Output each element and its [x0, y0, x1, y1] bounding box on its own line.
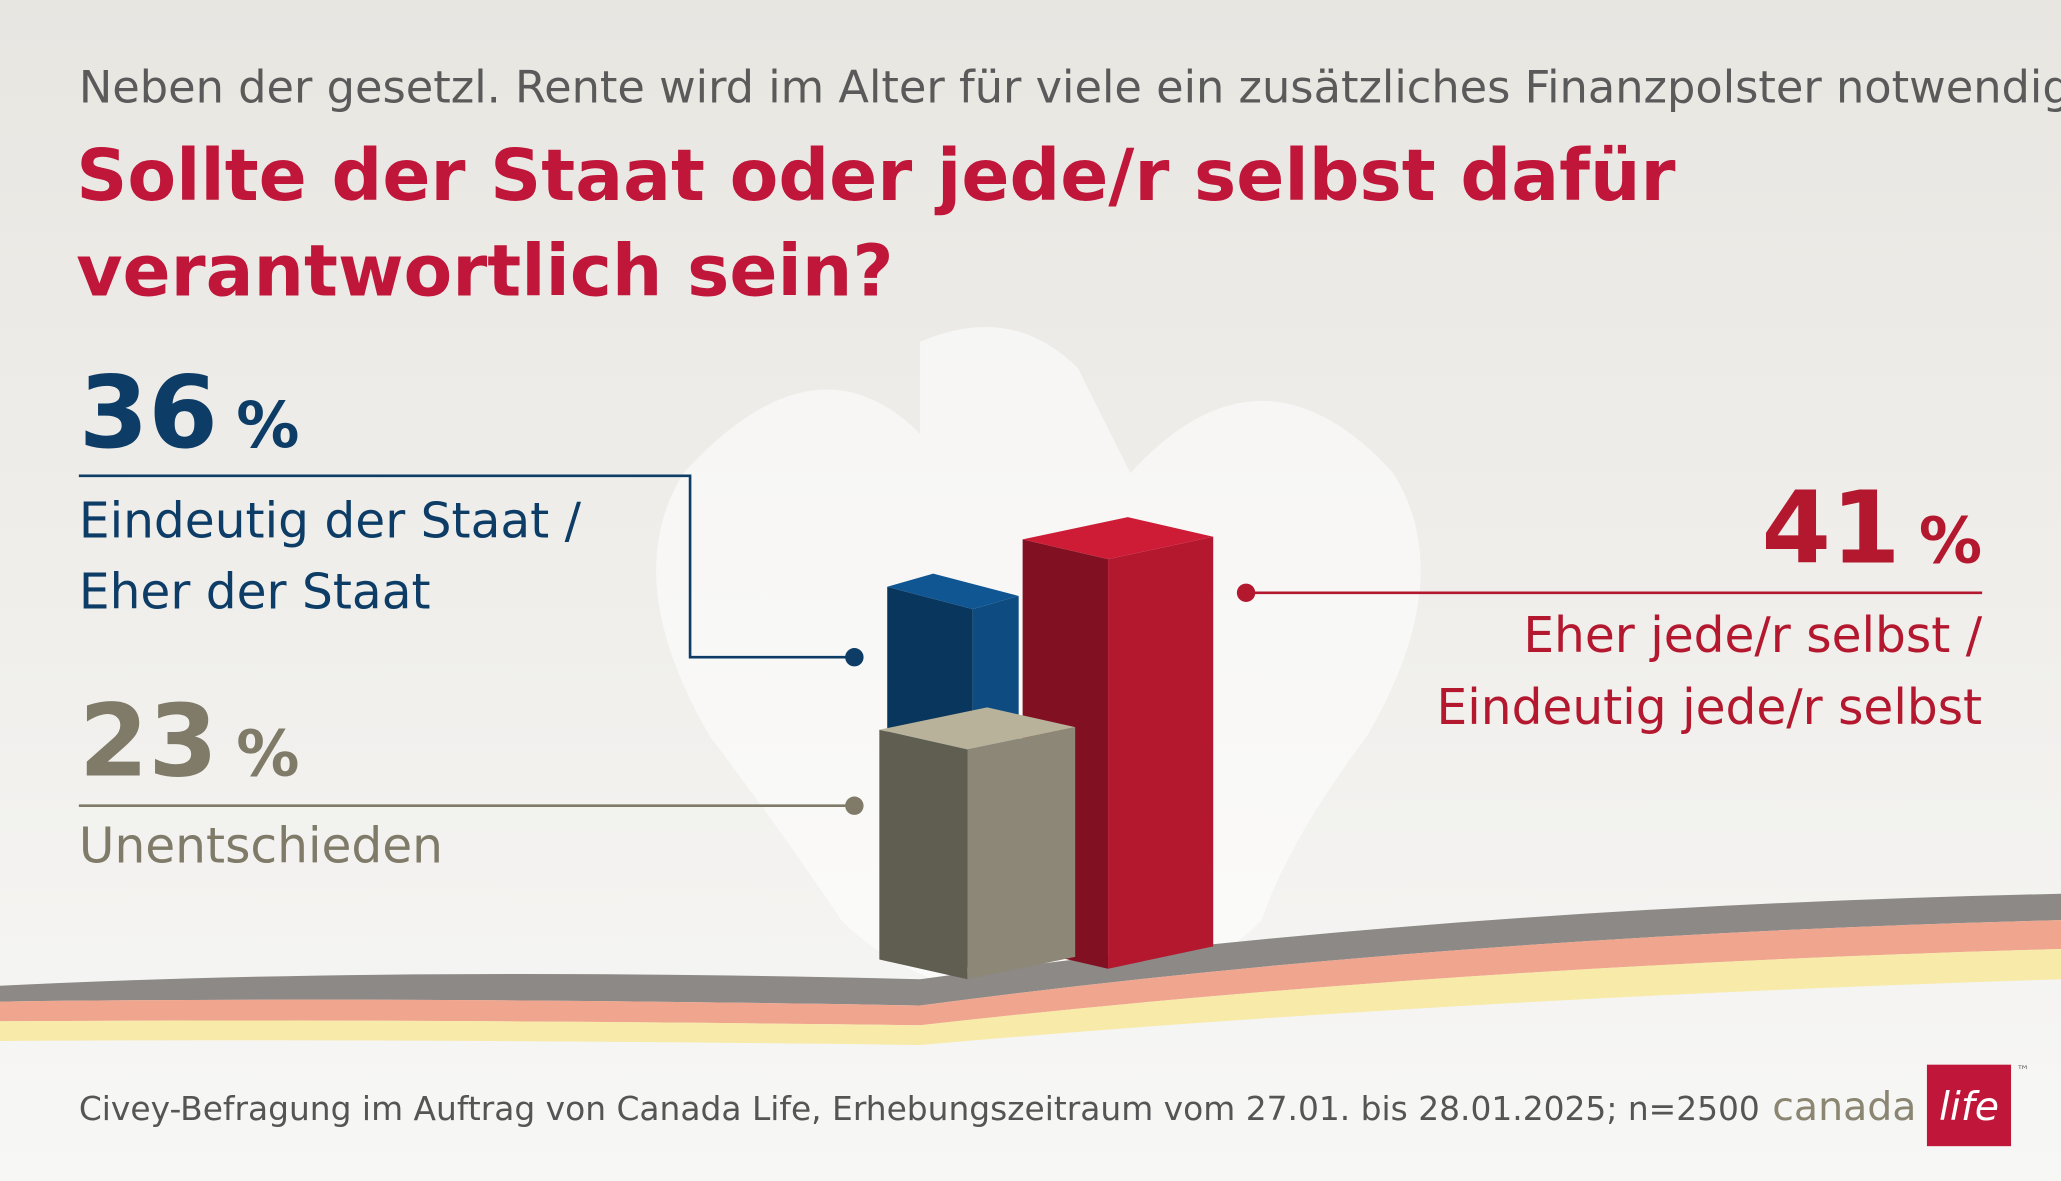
bar-left-face: [879, 729, 968, 980]
value-label: 41: [1762, 470, 1901, 587]
logo-mark: life: [1939, 1084, 1999, 1130]
bar-top-face: [887, 573, 1019, 610]
chart-title: Sollte der Staat oder jede/r selbst dafü…: [76, 134, 1675, 217]
leader-line: [78, 474, 855, 659]
flag-stripe-black: [0, 893, 2061, 1006]
flag-stripe-red: [0, 920, 2061, 1026]
category-label: Unentschieden: [79, 818, 443, 874]
logo-box: [1926, 1064, 2012, 1147]
bar-right-face: [1108, 536, 1214, 969]
logo-word: canada: [1772, 1084, 1916, 1130]
value-label: 36: [79, 354, 218, 471]
subtitle: Neben der gesetzl. Rente wird im Alter f…: [79, 62, 2061, 114]
category-label: Eindeutig der Staat /: [79, 494, 582, 550]
leader-dot: [845, 648, 864, 667]
category-label: Eher jede/r selbst /: [1523, 608, 1982, 664]
bar-top-face: [1022, 517, 1214, 560]
leader-dot: [1236, 583, 1256, 603]
chart-title: verantwortlich sein?: [76, 230, 893, 313]
logo-trademark: ™: [2016, 1064, 2029, 1079]
category-label: Eher der Staat: [79, 565, 431, 621]
bar-right-face: [967, 727, 1076, 980]
source-note: Civey-Befragung im Auftrag von Canada Li…: [79, 1089, 1760, 1128]
value-unit: %: [236, 717, 299, 791]
leader-dot: [845, 796, 864, 815]
flag-stripe-gold: [0, 949, 2061, 1045]
value-label: 23: [79, 683, 218, 800]
category-label: Eindeutig jede/r selbst: [1437, 680, 1983, 736]
value-unit: %: [236, 388, 299, 462]
bar-top-face: [879, 707, 1076, 750]
value-unit: %: [1919, 504, 1982, 578]
